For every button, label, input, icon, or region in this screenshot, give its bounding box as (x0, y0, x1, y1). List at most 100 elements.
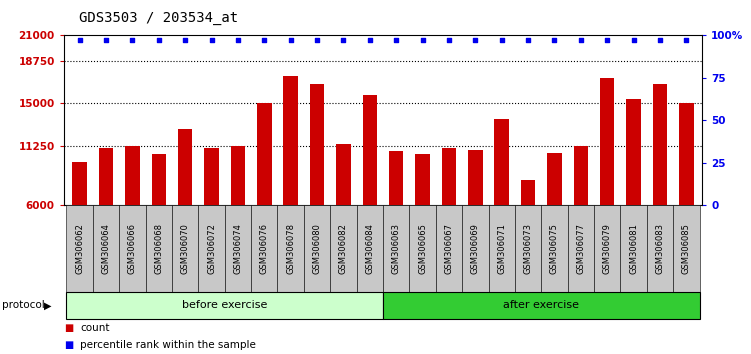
Bar (357, 205, 383, 292)
Bar (673, 205, 699, 292)
Text: GDS3503 / 203534_at: GDS3503 / 203534_at (79, 11, 238, 25)
Text: after exercise: after exercise (503, 300, 579, 310)
Bar (363, 96, 377, 273)
Text: GSM306073: GSM306073 (523, 223, 532, 274)
Point (496, 38, 508, 43)
Text: GSM306077: GSM306077 (576, 223, 585, 274)
Bar (146, 205, 172, 292)
Bar (67, 292, 383, 319)
Point (469, 38, 481, 43)
Text: GSM306075: GSM306075 (550, 223, 559, 274)
Text: GSM306082: GSM306082 (339, 223, 348, 274)
Text: GSM306076: GSM306076 (260, 223, 269, 274)
Point (285, 38, 297, 43)
Bar (389, 151, 403, 273)
Text: count: count (80, 323, 110, 333)
Bar (494, 119, 509, 273)
Bar (547, 153, 562, 273)
Point (575, 38, 587, 43)
Text: GSM306080: GSM306080 (312, 223, 321, 274)
Point (206, 38, 218, 43)
Text: GSM306072: GSM306072 (207, 223, 216, 274)
Text: GSM306068: GSM306068 (154, 223, 163, 274)
Bar (198, 205, 225, 292)
Point (74, 38, 86, 43)
Bar (600, 79, 614, 273)
Point (654, 38, 666, 43)
Point (391, 38, 403, 43)
Bar (468, 150, 483, 273)
Bar (178, 130, 192, 273)
Bar (568, 205, 594, 292)
Bar (67, 205, 93, 292)
Point (100, 38, 112, 43)
Bar (251, 205, 278, 292)
Text: ▶: ▶ (44, 300, 51, 310)
Bar (647, 205, 673, 292)
Bar (304, 205, 330, 292)
Bar (204, 148, 219, 273)
Bar (119, 205, 146, 292)
Bar (336, 144, 351, 273)
Bar (330, 205, 357, 292)
Bar (415, 154, 430, 273)
Point (680, 38, 692, 43)
Bar (125, 147, 140, 273)
Point (417, 38, 429, 43)
Bar (488, 205, 515, 292)
Text: GSM306064: GSM306064 (101, 223, 110, 274)
Point (628, 38, 640, 43)
Text: before exercise: before exercise (182, 300, 267, 310)
Bar (283, 76, 298, 273)
Bar (436, 205, 462, 292)
Text: GSM306071: GSM306071 (497, 223, 506, 274)
Text: GSM306069: GSM306069 (471, 223, 480, 274)
Bar (442, 148, 456, 273)
Bar (521, 181, 535, 273)
Point (443, 38, 455, 43)
Bar (653, 84, 667, 273)
Text: GSM306084: GSM306084 (365, 223, 374, 274)
Text: GSM306062: GSM306062 (75, 223, 84, 274)
Bar (409, 205, 436, 292)
Point (232, 38, 244, 43)
Point (548, 38, 560, 43)
Text: protocol: protocol (2, 300, 44, 310)
Bar (383, 292, 699, 319)
Point (337, 38, 349, 43)
Text: GSM306070: GSM306070 (181, 223, 190, 274)
Point (363, 38, 376, 43)
Point (258, 38, 270, 43)
Bar (626, 99, 641, 273)
Bar (462, 205, 488, 292)
Bar (310, 84, 324, 273)
Bar (594, 205, 620, 292)
Text: ■: ■ (64, 323, 73, 333)
Text: GSM306085: GSM306085 (682, 223, 691, 274)
Text: GSM306081: GSM306081 (629, 223, 638, 274)
Bar (541, 205, 568, 292)
Point (152, 38, 164, 43)
Point (179, 38, 192, 43)
Text: GSM306065: GSM306065 (418, 223, 427, 274)
Bar (679, 103, 694, 273)
Bar (383, 205, 409, 292)
Bar (574, 147, 588, 273)
Bar (172, 205, 198, 292)
Text: percentile rank within the sample: percentile rank within the sample (80, 341, 256, 350)
Text: GSM306067: GSM306067 (445, 223, 454, 274)
Text: ■: ■ (64, 341, 73, 350)
Bar (152, 154, 166, 273)
Point (522, 38, 534, 43)
Text: GSM306063: GSM306063 (392, 223, 401, 274)
Bar (257, 103, 272, 273)
Point (126, 38, 138, 43)
Bar (225, 205, 251, 292)
Bar (278, 205, 304, 292)
Text: GSM306066: GSM306066 (128, 223, 137, 274)
Text: GSM306083: GSM306083 (656, 223, 665, 274)
Bar (231, 147, 245, 273)
Point (311, 38, 323, 43)
Point (602, 38, 614, 43)
Text: GSM306074: GSM306074 (234, 223, 243, 274)
